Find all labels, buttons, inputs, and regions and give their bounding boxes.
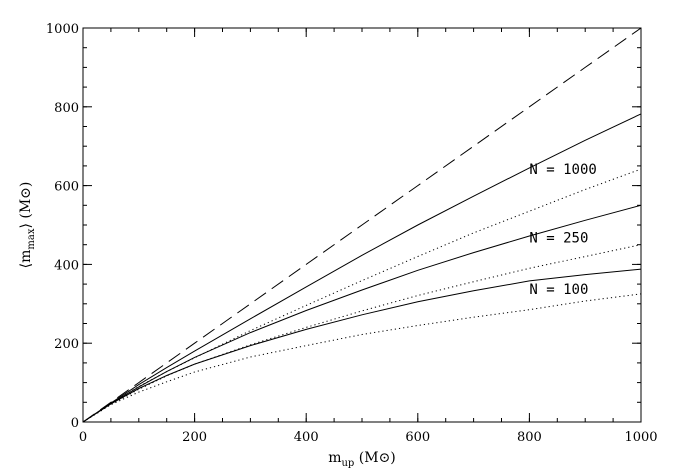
x-tick-label: 200	[182, 430, 207, 445]
series-dotted-2	[82, 168, 642, 423]
series-dashed-0	[82, 27, 642, 423]
plot-frame	[82, 27, 642, 423]
y-tick-label: 400	[54, 258, 79, 273]
x-tick-label: 1000	[624, 430, 657, 445]
y-tick-label: 800	[54, 101, 79, 116]
series-dotted-6	[82, 293, 642, 423]
series-annotation: N = 250	[529, 230, 588, 246]
series-layer	[82, 27, 642, 423]
y-axis-label-unit: (M⊙)	[18, 182, 34, 223]
y-tick-label: 200	[54, 337, 79, 352]
x-axis-label-sub: up	[341, 458, 354, 469]
y-tick-label: 0	[71, 416, 79, 431]
x-axis-label-main: m	[328, 450, 341, 466]
y-axis-label-main: ⟨m	[18, 250, 34, 269]
y-tick-label: 600	[54, 180, 79, 195]
y-axis-label-close: ⟩	[18, 223, 34, 228]
series-solid-5	[82, 268, 642, 423]
x-tick-label: 600	[405, 430, 430, 445]
x-tick-label: 400	[294, 430, 319, 445]
x-axis-label-unit: (M⊙)	[354, 450, 395, 466]
annotations-layer: N = 1000 N = 250 N = 100	[529, 162, 596, 298]
series-solid-3	[82, 204, 642, 423]
x-tick-label: 800	[517, 430, 542, 445]
ticks-layer: 0 200 400 600 800 1000 0 200 400 600 800 1000	[46, 22, 658, 445]
y-axis-label-sub: max	[26, 228, 37, 249]
series-solid-1	[82, 113, 642, 423]
y-tick-label: 1000	[46, 22, 79, 37]
series-dotted-4	[82, 244, 642, 423]
y-axis-label: ⟨mmax⟩ (M⊙)	[18, 182, 37, 269]
x-tick-label: 0	[79, 430, 87, 445]
x-axis-label: mup (M⊙)	[328, 450, 396, 469]
series-annotation: N = 100	[529, 282, 588, 298]
series-annotation: N = 1000	[529, 162, 596, 178]
